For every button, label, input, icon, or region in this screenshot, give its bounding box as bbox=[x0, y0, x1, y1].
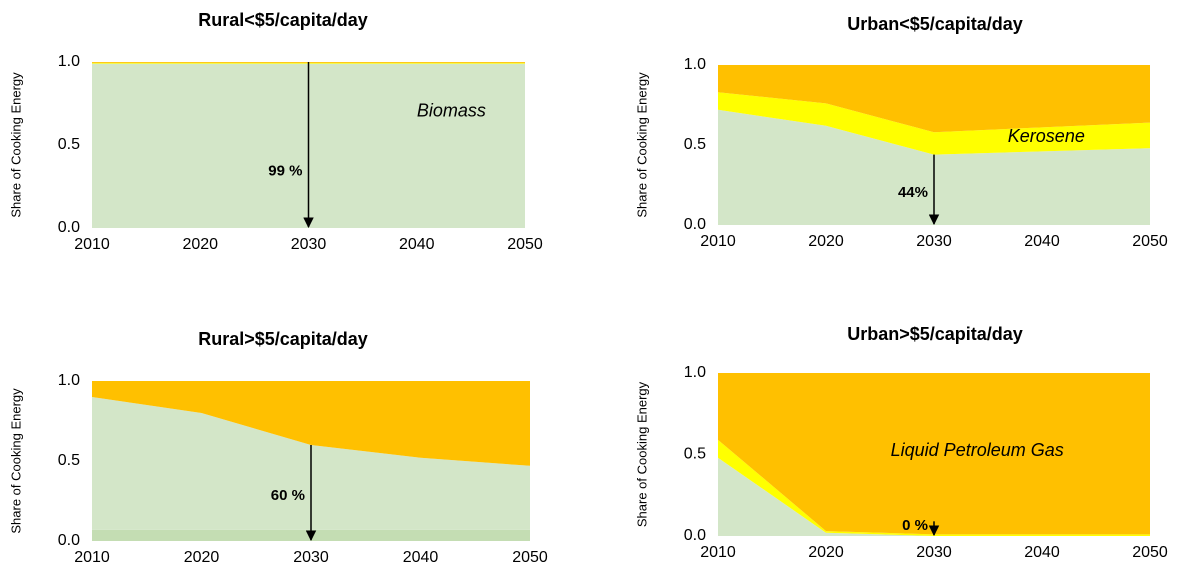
annotation: Biomass bbox=[417, 101, 486, 121]
annotation: 60 % bbox=[271, 487, 305, 504]
y-tick-label: 0.0 bbox=[684, 527, 706, 544]
x-tick-label: 2040 bbox=[403, 549, 439, 566]
y-tick-label: 0.5 bbox=[684, 446, 706, 463]
annotation: Kerosene bbox=[1008, 126, 1085, 146]
chart-title: Rural<$5/capita/day bbox=[198, 10, 368, 30]
x-tick-label: 2010 bbox=[74, 236, 110, 253]
y-tick-label: 1.0 bbox=[58, 53, 80, 70]
x-tick-label: 2050 bbox=[512, 549, 548, 566]
y-tick-label: 0.5 bbox=[684, 136, 706, 153]
y-tick-label: 0.0 bbox=[58, 532, 80, 549]
y-tick-label: 0.0 bbox=[58, 219, 80, 236]
annotation: Liquid Petroleum Gas bbox=[891, 440, 1064, 460]
y-tick-label: 0.0 bbox=[684, 216, 706, 233]
annotation: 0 % bbox=[902, 517, 928, 534]
area bbox=[718, 373, 1150, 535]
x-tick-label: 2030 bbox=[291, 236, 327, 253]
x-tick-label: 2010 bbox=[700, 544, 736, 561]
y-tick-label: 1.0 bbox=[684, 56, 706, 73]
y-axis-label: Share of Cooking Energy bbox=[8, 72, 23, 218]
annotation: 99 % bbox=[268, 163, 302, 180]
chart-title: Urban<$5/capita/day bbox=[847, 14, 1023, 34]
area bbox=[92, 381, 530, 466]
y-tick-label: 1.0 bbox=[684, 364, 706, 381]
x-tick-label: 2040 bbox=[399, 236, 435, 253]
annotation: 44% bbox=[898, 184, 928, 201]
x-tick-label: 2020 bbox=[808, 233, 844, 250]
x-tick-label: 2050 bbox=[1132, 233, 1168, 250]
x-tick-label: 2010 bbox=[700, 233, 736, 250]
x-tick-label: 2020 bbox=[184, 549, 220, 566]
x-tick-label: 2050 bbox=[507, 236, 543, 253]
y-tick-label: 0.5 bbox=[58, 452, 80, 469]
x-tick-label: 2020 bbox=[182, 236, 218, 253]
chart-title: Urban>$5/capita/day bbox=[847, 324, 1023, 344]
y-tick-label: 0.5 bbox=[58, 136, 80, 153]
area bbox=[718, 92, 1150, 155]
y-axis-label: Share of Cooking Energy bbox=[634, 381, 649, 527]
area bbox=[718, 65, 1150, 133]
y-tick-label: 1.0 bbox=[58, 372, 80, 389]
x-tick-label: 2030 bbox=[293, 549, 329, 566]
x-tick-label: 2020 bbox=[808, 544, 844, 561]
y-axis-label: Share of Cooking Energy bbox=[8, 388, 23, 534]
chart-title: Rural>$5/capita/day bbox=[198, 329, 368, 349]
x-tick-label: 2030 bbox=[916, 544, 952, 561]
x-tick-label: 2040 bbox=[1024, 233, 1060, 250]
x-tick-label: 2010 bbox=[74, 549, 110, 566]
area bbox=[718, 457, 1150, 536]
x-tick-label: 2040 bbox=[1024, 544, 1060, 561]
x-tick-label: 2030 bbox=[916, 233, 952, 250]
y-axis-label: Share of Cooking Energy bbox=[634, 72, 649, 218]
x-tick-label: 2050 bbox=[1132, 544, 1168, 561]
